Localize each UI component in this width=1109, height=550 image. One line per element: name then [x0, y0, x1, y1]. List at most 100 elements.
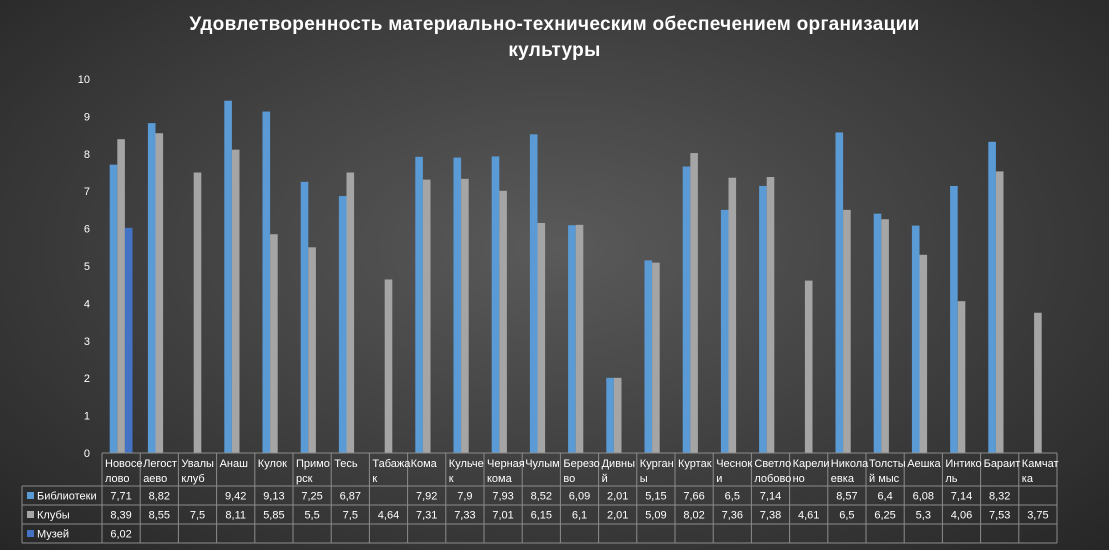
data-label: 8,02: [683, 510, 704, 522]
data-label: 7,36: [722, 510, 743, 522]
bar-biblioteki: [453, 157, 462, 454]
data-label: 3,75: [1027, 510, 1048, 522]
y-tick-label: 7: [84, 186, 90, 198]
bar-kluby: [919, 254, 928, 453]
data-label: 8,52: [531, 491, 552, 503]
bar-kluby: [957, 301, 966, 453]
data-label: 7,14: [760, 491, 781, 503]
data-label: 6,09: [569, 491, 590, 503]
data-label: 7,92: [416, 491, 437, 503]
bar-biblioteki: [415, 156, 423, 454]
data-label: 7,53: [989, 510, 1010, 522]
y-tick-label: 4: [84, 298, 90, 310]
data-label: 9,42: [225, 491, 246, 503]
category-label: Толсты: [869, 458, 906, 470]
chart-title-line-2: культуры: [508, 40, 601, 61]
category-label: Тесь: [334, 458, 358, 470]
bar-kluby: [690, 153, 698, 454]
data-label: 5,09: [645, 510, 666, 522]
bar-biblioteki: [644, 260, 653, 453]
data-label: 8,32: [989, 491, 1010, 503]
chart-title-line-1: Удовлетворенность материально-технически…: [189, 14, 920, 35]
category-label: лово: [105, 473, 130, 485]
y-tick-label: 2: [84, 373, 90, 385]
legend-label: Библиотеки: [37, 491, 97, 503]
data-label: 8,11: [225, 510, 246, 522]
data-label: 7,33: [454, 510, 475, 522]
category-label: аево: [143, 473, 167, 485]
category-label: Куртак: [678, 458, 712, 470]
data-label: 9,13: [263, 491, 284, 503]
category-label: Никола: [831, 458, 869, 470]
data-label: 2,01: [607, 491, 628, 503]
data-label: 6,87: [340, 491, 361, 503]
y-tick-label: 5: [84, 261, 90, 273]
data-label: 5,3: [916, 510, 931, 522]
bar-biblioteki: [606, 377, 614, 453]
y-tick-label: 8: [84, 149, 90, 161]
category-label: Дивны: [602, 458, 636, 470]
bar-biblioteki: [759, 185, 767, 453]
y-tick-label: 10: [78, 74, 90, 86]
category-label: Березо: [563, 458, 599, 470]
category-label: Кома: [411, 458, 438, 470]
category-label: Камчат: [1022, 458, 1059, 470]
category-label: Кульче: [449, 458, 484, 470]
bar-biblioteki: [262, 111, 271, 453]
category-label: рск: [296, 473, 313, 485]
bar-kluby: [155, 133, 164, 454]
y-tick-label: 9: [84, 111, 90, 123]
bar-kluby: [652, 262, 660, 453]
data-label: 8,57: [836, 491, 857, 503]
category-label: клуб: [181, 473, 204, 485]
data-label: 6,02: [110, 529, 131, 541]
bar-muzei: [124, 227, 133, 453]
bar-kluby: [231, 149, 240, 453]
data-label: 6,1: [572, 510, 587, 522]
category-label: во: [563, 473, 575, 485]
bar-kluby: [461, 178, 469, 454]
legend-key: [27, 492, 34, 499]
y-tick-label: 1: [84, 411, 90, 423]
bar-kluby: [384, 279, 393, 453]
bar-biblioteki: [911, 225, 920, 453]
data-label: 2,01: [607, 510, 628, 522]
y-tick-label: 0: [84, 448, 90, 460]
category-label: к: [372, 473, 377, 485]
category-label: Кулок: [258, 458, 287, 470]
data-label: 8,82: [149, 491, 170, 503]
data-label: 7,01: [492, 510, 513, 522]
bar-kluby: [537, 222, 546, 453]
bar-kluby: [843, 209, 851, 453]
data-label: 8,55: [149, 510, 170, 522]
chart-title: Удовлетворенность материально-технически…: [0, 12, 1109, 64]
data-label: 7,31: [416, 510, 437, 522]
data-label: 4,61: [798, 510, 819, 522]
bar-biblioteki: [147, 123, 156, 453]
bar-kluby: [881, 219, 889, 453]
category-label: ль: [945, 473, 957, 485]
data-label: 7,38: [760, 510, 781, 522]
legend-key: [27, 530, 34, 537]
legend-label: Клубы: [37, 510, 70, 522]
data-label: 4,64: [378, 510, 399, 522]
category-label: но: [793, 473, 805, 485]
data-label: 8,39: [110, 510, 131, 522]
data-label: 7,14: [951, 491, 972, 503]
bar-kluby: [270, 234, 278, 453]
data-label: 7,93: [492, 491, 513, 503]
category-label: Чулым: [525, 458, 559, 470]
category-label: кома: [487, 473, 513, 485]
category-label: Увалы: [181, 458, 214, 470]
category-label: Примо: [296, 458, 330, 470]
category-label: Анаш: [220, 458, 249, 470]
bar-kluby: [804, 280, 813, 453]
bar-biblioteki: [988, 141, 996, 453]
bar-kluby: [499, 190, 507, 453]
data-label: 6,5: [725, 491, 740, 503]
data-label: 6,08: [913, 491, 934, 503]
bar-biblioteki: [835, 132, 844, 454]
category-label: и: [716, 473, 722, 485]
data-label: 5,85: [263, 510, 284, 522]
